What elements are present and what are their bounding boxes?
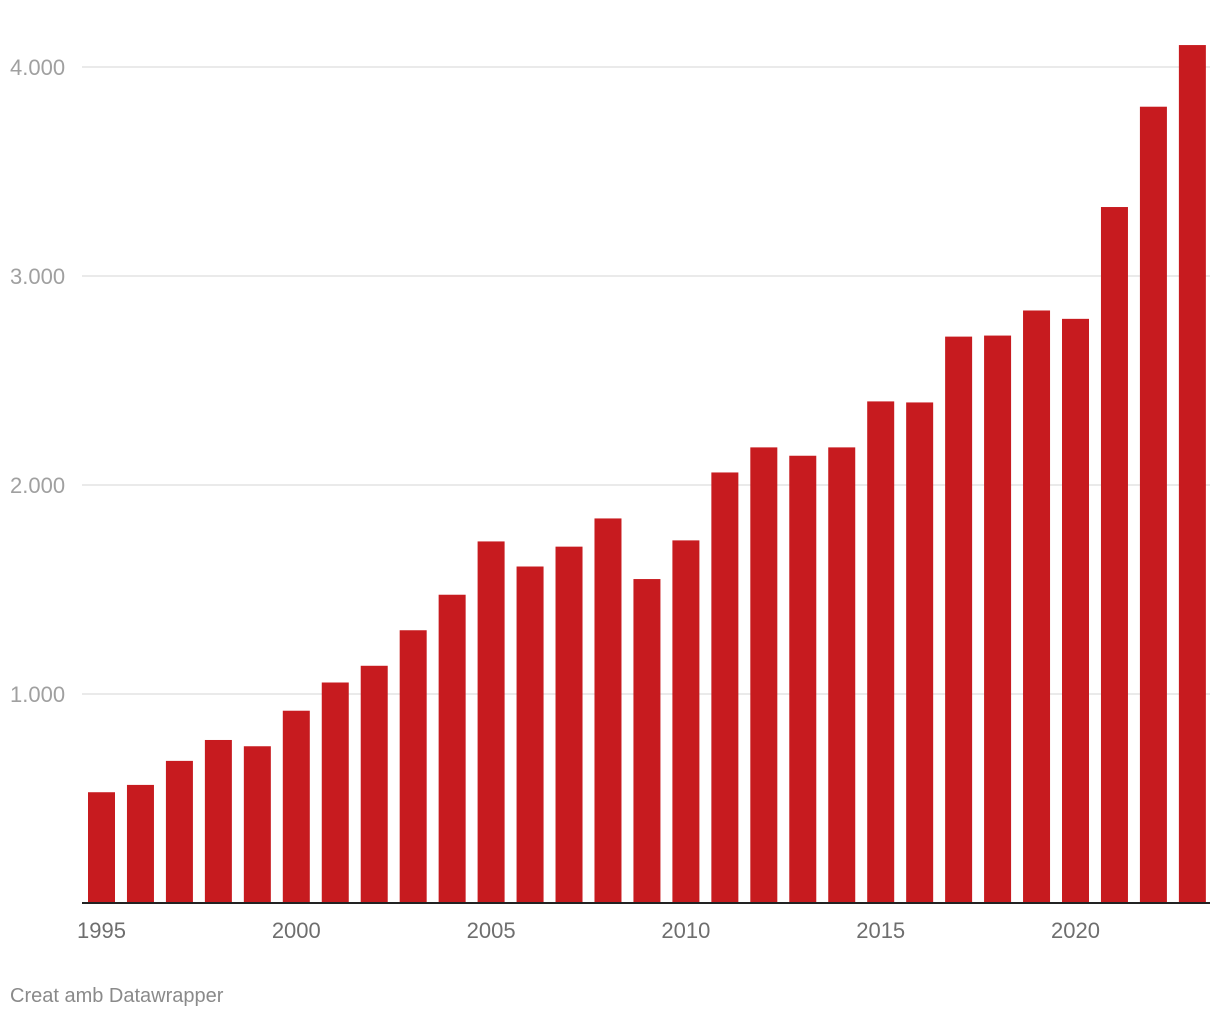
bar-2002 <box>360 665 388 903</box>
bar-2018 <box>984 335 1012 903</box>
bar-2014 <box>828 447 856 903</box>
bar-2007 <box>555 546 583 903</box>
bar-2009 <box>633 579 661 903</box>
bar-2003 <box>399 630 427 903</box>
bar-chart: 1.000 2.000 3.000 4.000 1995 2000 2005 2010 2015… <box>10 45 1210 943</box>
x-tick-label: 2010 <box>661 918 710 943</box>
bar-2006 <box>516 566 544 903</box>
bar-2016 <box>906 402 934 903</box>
bar-2005 <box>477 541 505 903</box>
bar-2004 <box>438 594 466 903</box>
bar-2000 <box>282 710 310 903</box>
bar-2019 <box>1023 310 1051 903</box>
bar-2020 <box>1062 318 1089 904</box>
bar-2012 <box>750 447 778 903</box>
y-tick-label: 4.000 <box>10 55 65 80</box>
bar-2015 <box>867 401 895 903</box>
bar-1999 <box>243 746 271 903</box>
x-tick-label: 1995 <box>77 918 126 943</box>
y-tick-label: 3.000 <box>10 264 65 289</box>
bar-2001 <box>321 682 349 903</box>
axes: 1.000 2.000 3.000 4.000 1995 2000 2005 2010 2015… <box>10 55 1210 943</box>
bar-2010 <box>672 540 700 903</box>
bars <box>88 45 1206 904</box>
x-tick-label: 2005 <box>467 918 516 943</box>
bar-2022 <box>1139 106 1167 903</box>
bar-2011 <box>711 472 739 903</box>
y-tick-label: 1.000 <box>10 682 65 707</box>
bar-2013 <box>789 455 817 903</box>
bar-2021 <box>1100 207 1128 903</box>
y-tick-label: 2.000 <box>10 473 65 498</box>
x-tick-label: 2015 <box>856 918 905 943</box>
bar-1995 <box>88 792 115 903</box>
footer-credit: Creat amb Datawrapper <box>10 985 224 1007</box>
x-tick-label: 2020 <box>1051 918 1100 943</box>
bar-1996 <box>126 784 154 903</box>
bar-2008 <box>594 518 622 903</box>
bar-1997 <box>165 760 193 903</box>
bar-2017 <box>945 336 973 903</box>
bar-1998 <box>204 739 232 903</box>
x-tick-label: 2000 <box>272 918 321 943</box>
bar-2023 <box>1178 45 1206 904</box>
